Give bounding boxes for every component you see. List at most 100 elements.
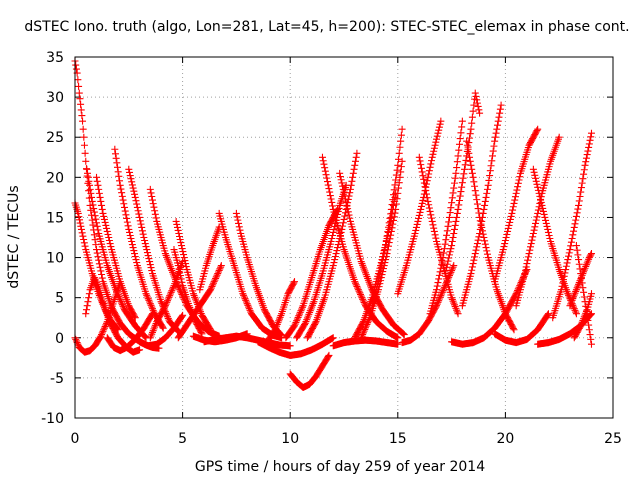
data-point bbox=[364, 319, 372, 327]
series bbox=[293, 181, 350, 342]
data-point bbox=[437, 292, 445, 300]
data-point bbox=[417, 202, 425, 210]
data-point bbox=[455, 140, 463, 148]
data-point bbox=[566, 302, 574, 310]
data-point bbox=[180, 251, 188, 259]
data-point bbox=[233, 213, 241, 221]
data-point bbox=[585, 321, 593, 329]
data-point bbox=[165, 293, 173, 301]
data-point bbox=[91, 275, 99, 283]
data-point bbox=[382, 237, 390, 245]
data-point bbox=[470, 101, 478, 109]
data-point bbox=[349, 169, 357, 177]
data-point bbox=[377, 267, 385, 275]
data-point bbox=[88, 216, 96, 224]
data-point bbox=[136, 346, 144, 354]
data-point bbox=[559, 279, 567, 287]
data-point bbox=[483, 247, 491, 255]
data-point bbox=[454, 152, 462, 160]
series bbox=[426, 117, 466, 318]
data-point bbox=[468, 169, 476, 177]
data-point bbox=[443, 231, 451, 239]
data-point bbox=[273, 320, 281, 328]
data-point bbox=[135, 210, 143, 218]
data-point bbox=[532, 174, 540, 182]
data-point bbox=[178, 242, 186, 250]
data-point bbox=[587, 340, 595, 348]
data-point bbox=[389, 220, 397, 228]
data-point bbox=[473, 99, 481, 107]
data-point bbox=[82, 310, 90, 318]
data-point bbox=[482, 244, 490, 252]
data-point bbox=[113, 289, 121, 297]
data-point bbox=[428, 214, 436, 222]
data-point bbox=[504, 224, 512, 232]
data-point bbox=[129, 244, 137, 252]
data-point bbox=[353, 282, 361, 290]
data-point bbox=[468, 113, 476, 121]
data-point bbox=[274, 319, 282, 327]
data-point bbox=[582, 307, 590, 315]
data-point bbox=[429, 150, 437, 158]
data-point bbox=[532, 219, 540, 227]
data-point bbox=[575, 280, 583, 288]
data-point bbox=[450, 179, 458, 187]
data-point bbox=[351, 278, 359, 286]
data-point bbox=[339, 185, 347, 193]
data-point bbox=[543, 222, 551, 230]
data-point bbox=[206, 325, 214, 333]
data-point bbox=[76, 216, 84, 224]
data-point bbox=[80, 236, 88, 244]
series bbox=[491, 310, 552, 347]
data-point bbox=[298, 303, 306, 311]
series bbox=[146, 258, 187, 342]
data-point bbox=[580, 313, 588, 321]
data-point bbox=[326, 188, 334, 196]
data-point bbox=[104, 230, 112, 238]
data-point bbox=[570, 227, 578, 235]
data-point bbox=[449, 263, 457, 271]
data-point bbox=[577, 273, 585, 281]
data-point bbox=[480, 234, 488, 241]
data-point bbox=[144, 252, 152, 260]
data-point bbox=[397, 131, 405, 139]
data-point bbox=[580, 288, 588, 296]
data-point bbox=[449, 189, 457, 197]
data-point bbox=[209, 281, 217, 289]
data-point bbox=[541, 213, 549, 221]
data-point bbox=[388, 201, 396, 209]
data-point bbox=[529, 165, 537, 173]
data-point bbox=[100, 215, 108, 223]
data-point bbox=[121, 207, 129, 215]
data-point bbox=[566, 246, 574, 254]
data-point bbox=[95, 189, 103, 197]
data-point bbox=[91, 236, 99, 244]
data-point bbox=[444, 222, 452, 230]
data-point bbox=[157, 298, 165, 306]
data-point bbox=[582, 261, 590, 269]
data-point bbox=[311, 319, 319, 327]
data-point bbox=[522, 263, 530, 271]
data-point bbox=[450, 184, 458, 192]
data-point bbox=[345, 211, 353, 219]
data-point bbox=[570, 291, 578, 299]
data-point bbox=[413, 220, 421, 228]
data-point bbox=[275, 317, 283, 325]
data-point bbox=[132, 256, 140, 264]
data-point bbox=[169, 285, 177, 293]
data-point bbox=[490, 142, 498, 150]
data-point bbox=[117, 185, 125, 193]
x-axis-label: GPS time / hours of day 259 of year 2014 bbox=[195, 459, 485, 475]
series bbox=[103, 310, 156, 355]
data-point bbox=[448, 265, 456, 273]
data-point bbox=[533, 180, 541, 188]
data-point bbox=[424, 197, 432, 205]
data-point bbox=[563, 259, 571, 267]
data-point bbox=[339, 222, 347, 230]
data-point bbox=[320, 160, 328, 168]
data-point bbox=[246, 306, 254, 314]
data-point bbox=[587, 129, 595, 137]
data-point bbox=[446, 248, 454, 256]
data-point bbox=[435, 295, 443, 303]
